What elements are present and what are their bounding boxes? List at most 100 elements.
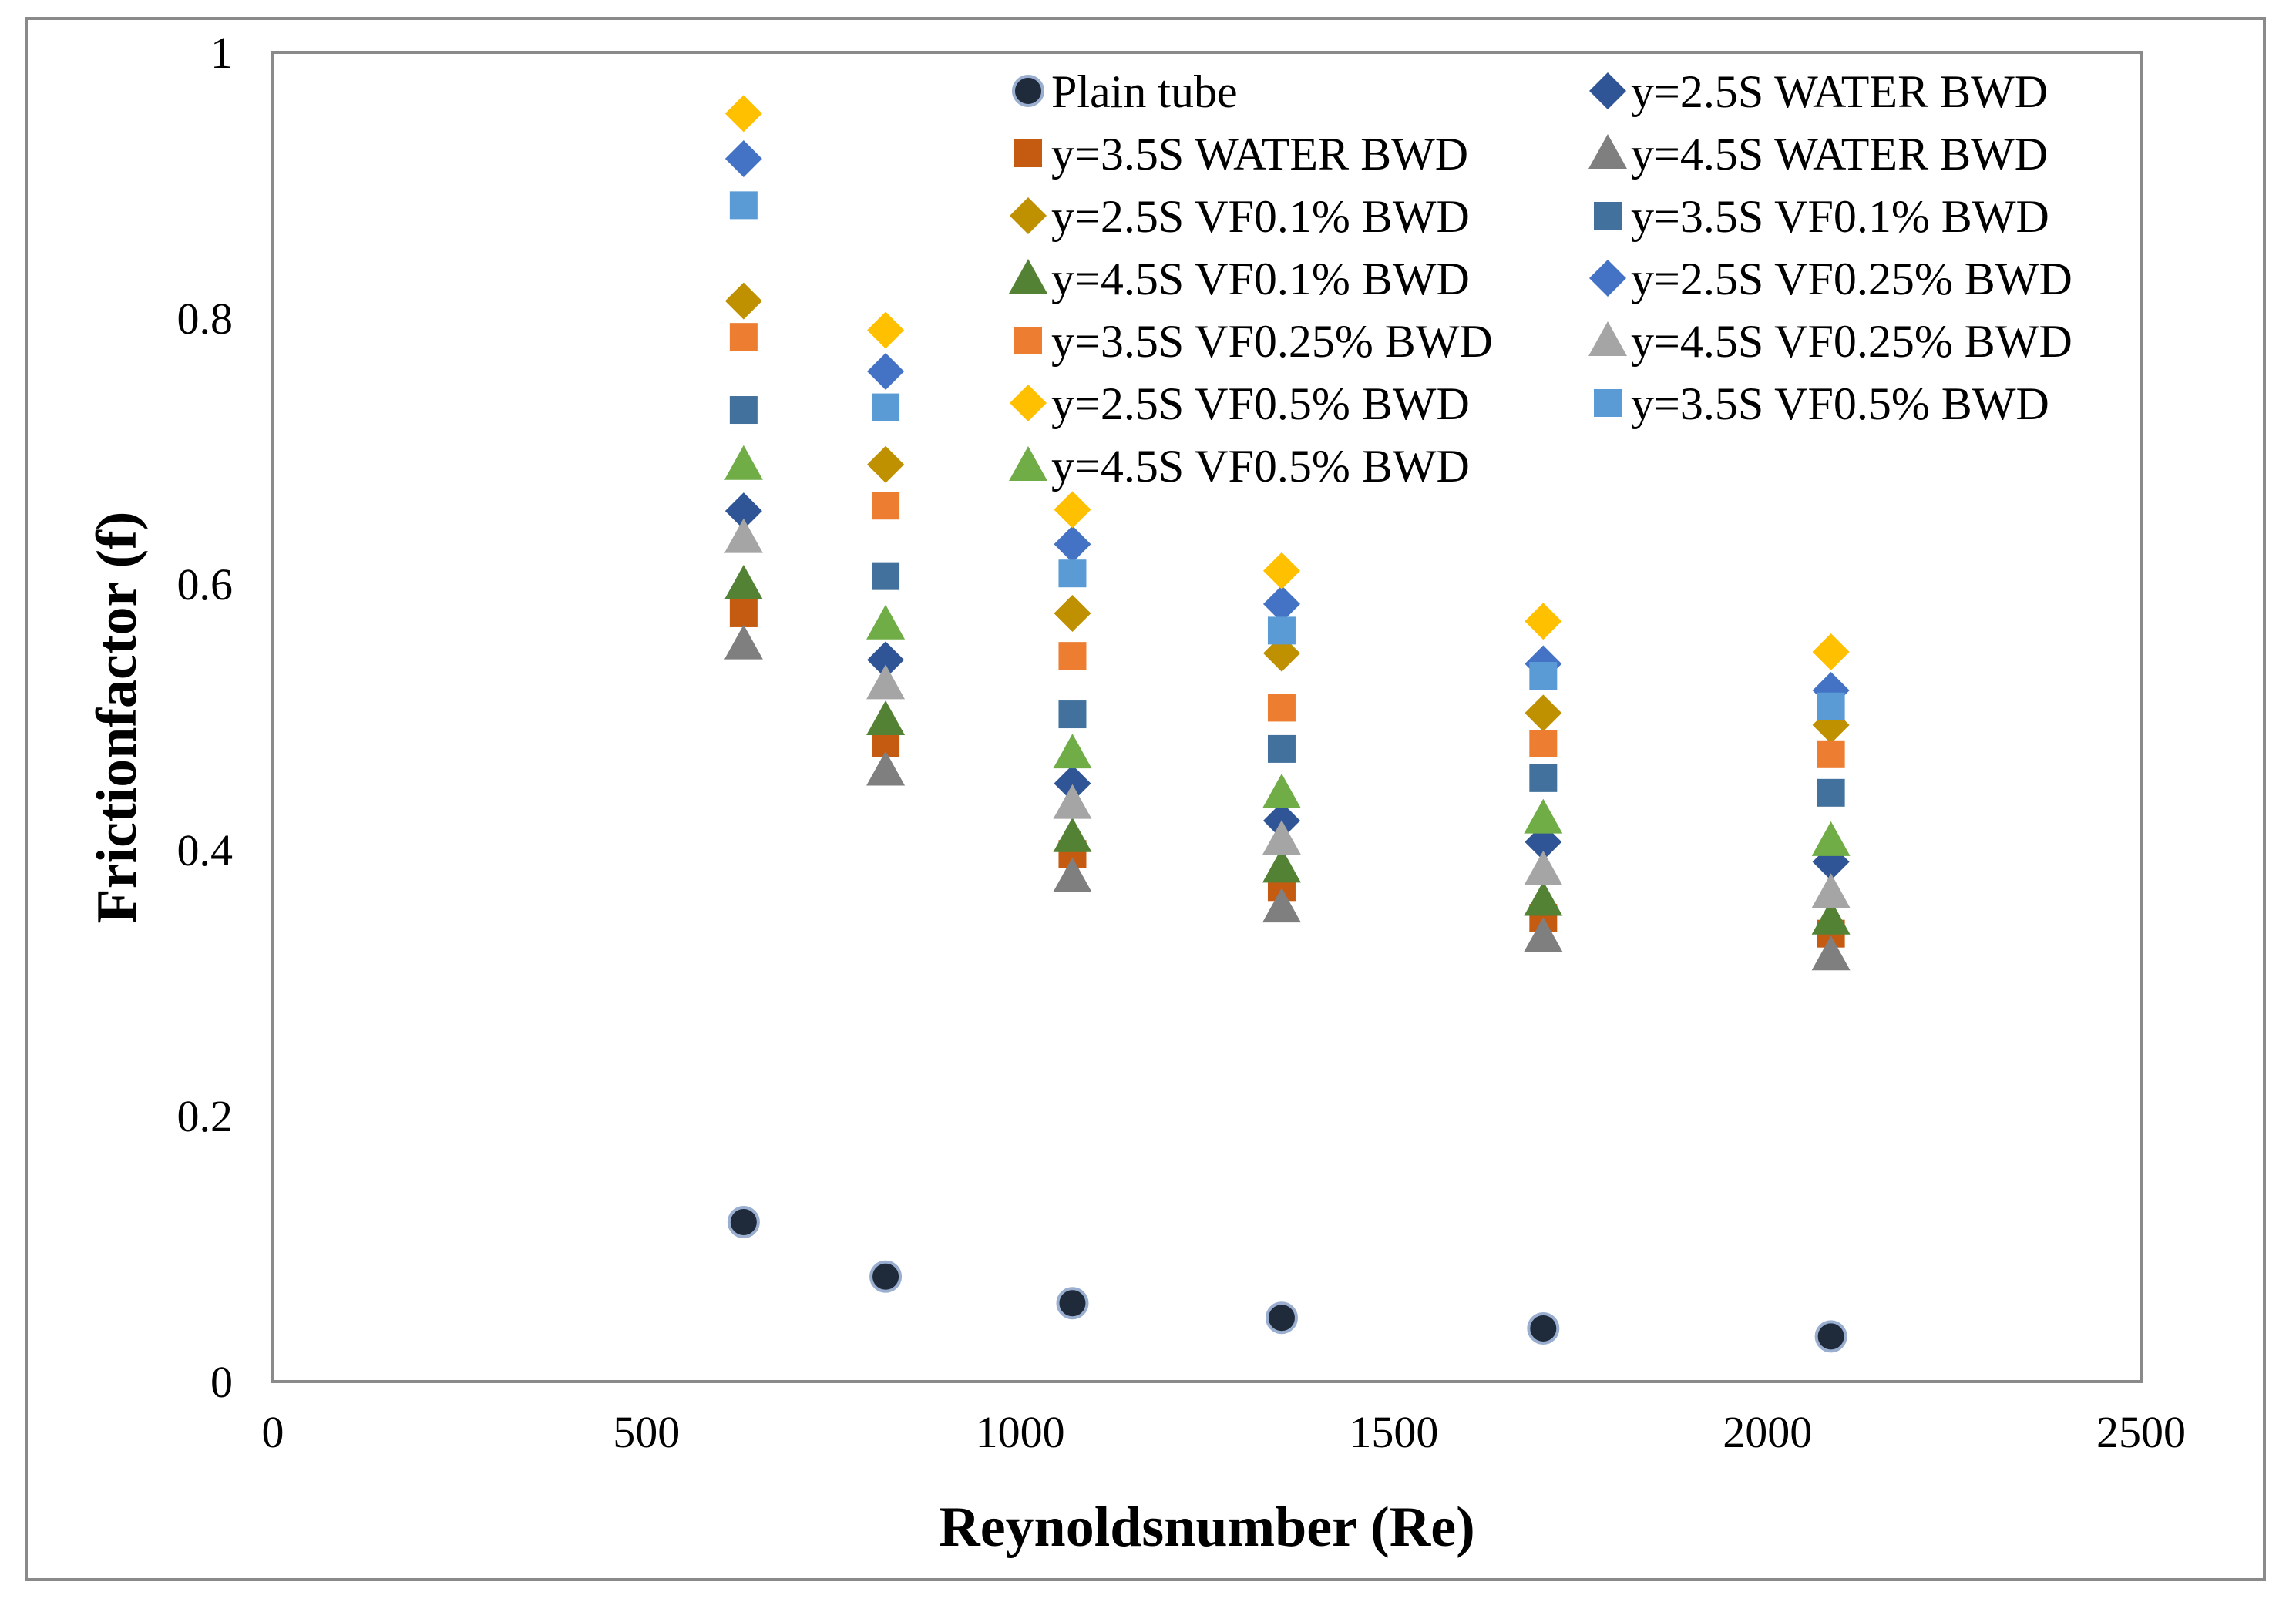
- data-points: [724, 95, 1851, 1353]
- legend-marker: [1012, 75, 1044, 107]
- data-point: [866, 664, 906, 700]
- legend-marker: [1588, 321, 1627, 356]
- series-12: [724, 445, 1851, 856]
- y-tick-label: 0: [210, 1357, 233, 1407]
- data-point: [1524, 881, 1563, 916]
- legend-marker: [1014, 327, 1042, 354]
- legend-label: y=2.5S WATER BWD: [1631, 66, 2048, 117]
- legend-item: y=2.5S VF0.1% BWD: [1010, 191, 1470, 242]
- legend-item: y=4.5S VF0.5% BWD: [1009, 441, 1470, 492]
- data-point: [724, 624, 763, 660]
- legend-label: y=3.5S VF0.1% BWD: [1631, 191, 2049, 242]
- legend-marker: [1009, 259, 1047, 294]
- legend-item: y=2.5S VF0.25% BWD: [1589, 254, 2072, 304]
- legend-item: y=4.5S VF0.25% BWD: [1588, 316, 2072, 367]
- data-point: [872, 393, 900, 421]
- data-point: [1262, 820, 1301, 855]
- data-point: [729, 191, 758, 220]
- plot-area: [271, 51, 2143, 1383]
- legend-label: y=2.5S VF0.25% BWD: [1631, 254, 2072, 304]
- legend-label: y=4.5S VF0.25% BWD: [1631, 316, 2072, 367]
- data-point: [1811, 873, 1851, 908]
- scatter-chart: 0 500 1000 1500 2000 2500 0 0.2 0.4 0.6 0.8 1 Plain…: [86, 28, 2187, 1559]
- legend-label: y=4.5S WATER BWD: [1631, 129, 2048, 180]
- series-5: [729, 396, 1845, 807]
- y-tick-label: 1: [210, 28, 233, 78]
- legend-marker: [1589, 260, 1626, 297]
- legend-label: y=4.5S VF0.1% BWD: [1051, 254, 1470, 304]
- data-point: [872, 562, 900, 590]
- legend-item: y=3.5S VF0.1% BWD: [1594, 191, 2049, 242]
- series-3: [724, 624, 1851, 971]
- data-point: [1053, 734, 1092, 769]
- data-point: [1054, 526, 1091, 563]
- data-point: [1054, 491, 1091, 529]
- data-point: [724, 492, 762, 530]
- x-tick-label: 2500: [2096, 1407, 2186, 1457]
- data-point: [1812, 633, 1850, 670]
- x-tick-label: 2000: [1723, 1407, 1812, 1457]
- legend-marker: [1010, 197, 1047, 234]
- y-tick-label: 0.6: [177, 559, 234, 610]
- legend-label: y=3.5S WATER BWD: [1051, 129, 1468, 180]
- x-tick-label: 0: [262, 1407, 284, 1457]
- data-point: [1262, 773, 1301, 808]
- series-8: [729, 323, 1845, 768]
- data-point: [724, 518, 763, 553]
- legend-item: y=4.5S WATER BWD: [1588, 129, 2048, 180]
- data-point: [866, 604, 906, 640]
- legend-item: y=3.5S VF0.25% BWD: [1014, 316, 1493, 367]
- data-point: [727, 1206, 760, 1238]
- data-point: [1811, 935, 1851, 971]
- data-point: [867, 445, 905, 483]
- data-point: [1529, 662, 1558, 690]
- data-point: [724, 95, 762, 133]
- data-point: [1267, 694, 1296, 722]
- data-point: [1817, 778, 1845, 807]
- data-point: [1524, 850, 1563, 885]
- data-point: [1058, 642, 1087, 670]
- x-axis-title: Reynoldsnumber (Re): [939, 1496, 1474, 1559]
- legend-label: Plain tube: [1051, 66, 1238, 117]
- data-point: [1811, 821, 1851, 856]
- legend-marker: [1588, 134, 1627, 169]
- data-point: [866, 751, 906, 786]
- data-point: [1262, 552, 1300, 589]
- data-point: [724, 445, 763, 480]
- data-point: [1817, 740, 1845, 768]
- series-0: [727, 1206, 1847, 1353]
- data-point: [1053, 817, 1092, 852]
- data-point: [1524, 917, 1563, 952]
- y-tick-label: 0.8: [177, 294, 234, 344]
- data-point: [1811, 899, 1851, 935]
- data-point: [1527, 1312, 1560, 1345]
- axis-ticks: 0 500 1000 1500 2000 2500 0 0.2 0.4 0.6 0.8 1: [177, 28, 2187, 1457]
- data-point: [724, 282, 762, 320]
- legend-marker: [1594, 389, 1622, 417]
- legend-item: Plain tube: [1012, 66, 1238, 117]
- legend-label: y=3.5S VF0.25% BWD: [1051, 316, 1493, 367]
- data-point: [729, 396, 758, 425]
- data-point: [866, 700, 906, 735]
- data-point: [1054, 594, 1091, 632]
- data-point: [729, 323, 758, 351]
- legend-marker: [1594, 202, 1622, 230]
- legend-item: y=2.5S WATER BWD: [1589, 66, 2048, 117]
- data-point: [1053, 857, 1092, 892]
- data-point: [1054, 764, 1091, 802]
- data-point: [1525, 603, 1562, 640]
- legend-label: y=4.5S VF0.5% BWD: [1051, 441, 1470, 492]
- x-tick-label: 1500: [1349, 1407, 1438, 1457]
- legend: Plain tube y=2.5S WATER BWD y=3.5S WATER B…: [1009, 66, 2072, 492]
- data-point: [1814, 1320, 1847, 1353]
- data-point: [867, 641, 905, 679]
- legend-label: y=2.5S VF0.1% BWD: [1051, 191, 1470, 242]
- data-point: [1529, 764, 1558, 792]
- data-point: [1262, 585, 1300, 623]
- series-11: [729, 191, 1845, 720]
- data-point: [872, 492, 900, 520]
- x-tick-label: 500: [613, 1407, 680, 1457]
- legend-marker: [1009, 446, 1047, 481]
- legend-item: y=3.5S VF0.5% BWD: [1594, 378, 2049, 429]
- data-point: [867, 353, 905, 390]
